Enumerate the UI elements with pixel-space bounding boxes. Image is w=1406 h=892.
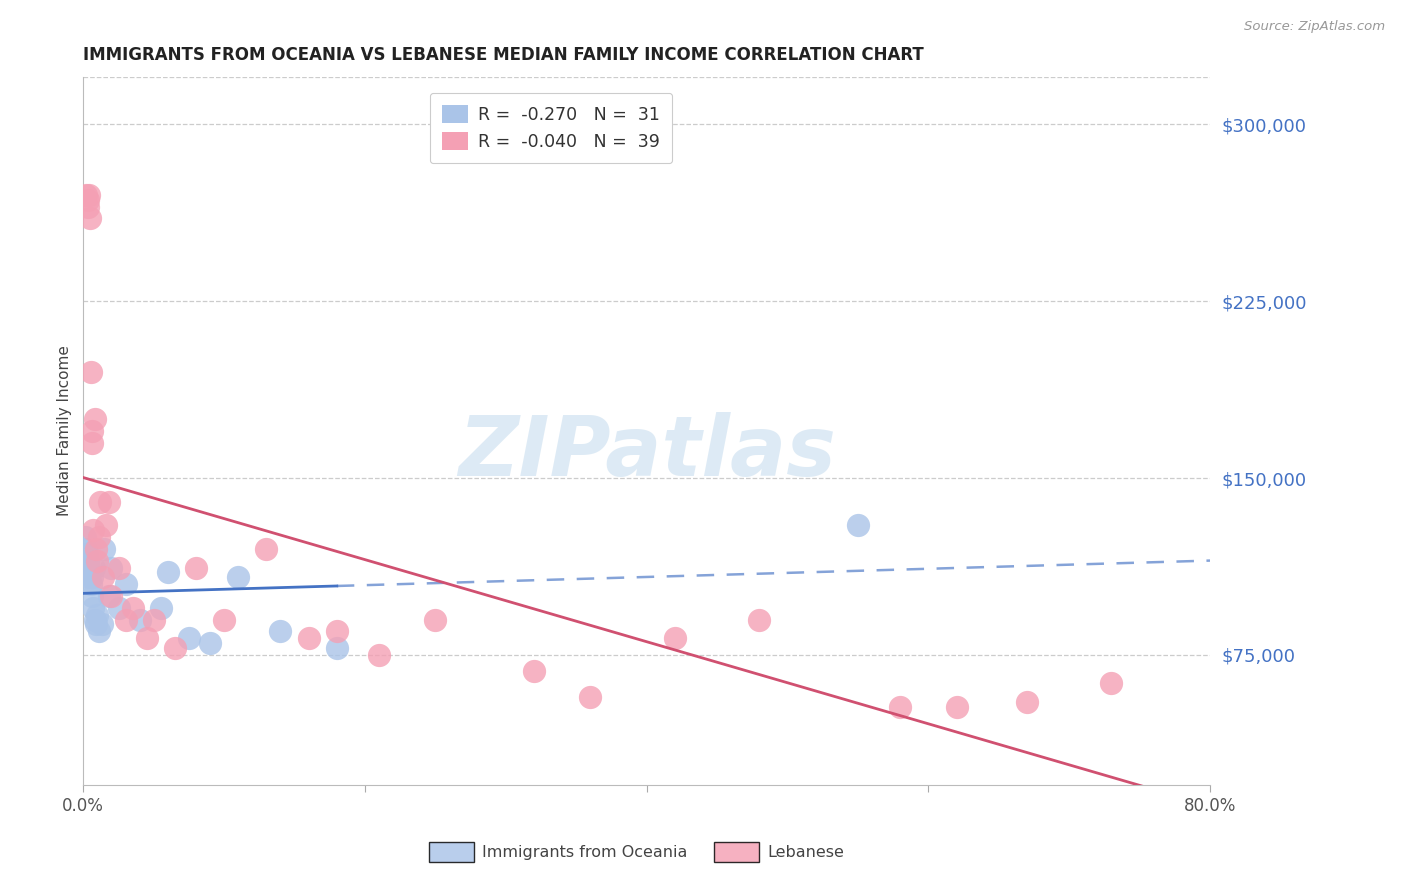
Point bbox=[83, 560, 105, 574]
Text: ZIPatlas: ZIPatlas bbox=[458, 411, 835, 492]
Point bbox=[212, 613, 235, 627]
Point bbox=[748, 613, 770, 627]
Point bbox=[82, 523, 104, 537]
Point bbox=[425, 613, 447, 627]
Text: Source: ZipAtlas.com: Source: ZipAtlas.com bbox=[1244, 20, 1385, 33]
Point bbox=[226, 570, 249, 584]
Point bbox=[86, 553, 108, 567]
Point bbox=[94, 518, 117, 533]
Point bbox=[87, 530, 110, 544]
Point bbox=[80, 577, 103, 591]
Point bbox=[82, 600, 104, 615]
Point bbox=[135, 632, 157, 646]
Point bbox=[79, 211, 101, 226]
Point bbox=[80, 424, 103, 438]
Point bbox=[298, 632, 321, 646]
Y-axis label: Median Family Income: Median Family Income bbox=[58, 345, 72, 516]
Text: IMMIGRANTS FROM OCEANIA VS LEBANESE MEDIAN FAMILY INCOME CORRELATION CHART: IMMIGRANTS FROM OCEANIA VS LEBANESE MEDI… bbox=[83, 46, 924, 64]
Point bbox=[87, 624, 110, 639]
Point bbox=[75, 530, 97, 544]
Point bbox=[1099, 676, 1122, 690]
Point bbox=[114, 577, 136, 591]
Point bbox=[89, 494, 111, 508]
Point bbox=[97, 494, 120, 508]
Point bbox=[664, 632, 686, 646]
Point bbox=[91, 570, 114, 584]
Text: Immigrants from Oceania: Immigrants from Oceania bbox=[482, 846, 688, 860]
Point bbox=[156, 566, 179, 580]
Point bbox=[269, 624, 291, 639]
Point bbox=[93, 541, 115, 556]
Point bbox=[254, 541, 277, 556]
Point bbox=[326, 624, 349, 639]
Point bbox=[128, 613, 150, 627]
Point bbox=[82, 435, 104, 450]
Point bbox=[121, 600, 143, 615]
Point bbox=[75, 541, 97, 556]
Point bbox=[100, 560, 122, 574]
Point bbox=[90, 617, 112, 632]
Point bbox=[77, 570, 100, 584]
Point bbox=[83, 613, 105, 627]
Point bbox=[114, 613, 136, 627]
Text: Lebanese: Lebanese bbox=[768, 846, 845, 860]
Point bbox=[142, 613, 165, 627]
Point bbox=[97, 589, 120, 603]
Point bbox=[149, 600, 172, 615]
Point bbox=[80, 589, 103, 603]
Point bbox=[579, 690, 602, 705]
Point bbox=[107, 560, 129, 574]
Point bbox=[76, 193, 98, 207]
Point bbox=[84, 541, 107, 556]
Point bbox=[163, 640, 186, 655]
Point bbox=[75, 187, 97, 202]
Point bbox=[177, 632, 200, 646]
Point bbox=[368, 648, 391, 662]
Point bbox=[76, 547, 98, 561]
Point bbox=[77, 187, 100, 202]
Point bbox=[82, 570, 104, 584]
Point bbox=[889, 699, 911, 714]
Legend: R =  -0.270   N =  31, R =  -0.040   N =  39: R = -0.270 N = 31, R = -0.040 N = 39 bbox=[430, 93, 672, 163]
Point bbox=[1015, 695, 1038, 709]
Point bbox=[846, 518, 869, 533]
Point bbox=[84, 617, 107, 632]
Point bbox=[523, 665, 546, 679]
Point bbox=[184, 560, 207, 574]
Point bbox=[86, 607, 108, 622]
Point bbox=[107, 600, 129, 615]
Point bbox=[77, 200, 100, 214]
Point bbox=[77, 560, 100, 574]
Point bbox=[80, 365, 103, 379]
Point bbox=[76, 553, 98, 567]
Point bbox=[83, 412, 105, 426]
Point bbox=[79, 566, 101, 580]
Point bbox=[100, 589, 122, 603]
Point bbox=[198, 636, 221, 650]
Point bbox=[326, 640, 349, 655]
Point bbox=[945, 699, 967, 714]
